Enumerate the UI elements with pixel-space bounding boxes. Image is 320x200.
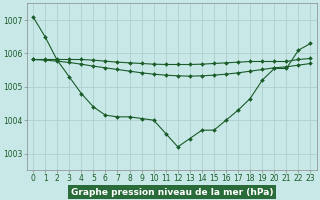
X-axis label: Graphe pression niveau de la mer (hPa): Graphe pression niveau de la mer (hPa): [70, 188, 273, 197]
